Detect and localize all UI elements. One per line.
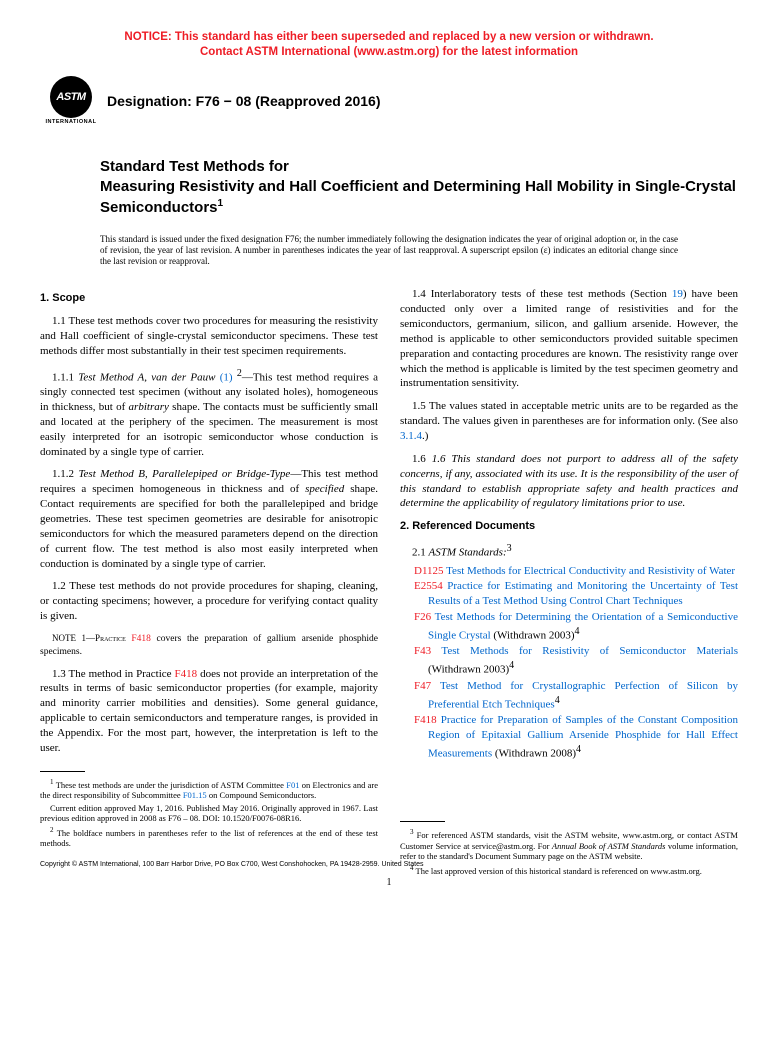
ref-e2554-title[interactable]: Practice for Estimating and Monitoring t… (428, 580, 738, 607)
footnote-rule-left (40, 771, 85, 772)
ref-item: F47 Test Method for Crystallographic Per… (414, 679, 738, 712)
ref-f418-title[interactable]: Practice for Preparation of Samples of t… (428, 714, 738, 759)
ref-d1125-title[interactable]: Test Methods for Electrical Conductivity… (446, 565, 735, 577)
ref-f418-p13[interactable]: F418 (175, 668, 198, 680)
footnotes-left: 1 These test methods are under the juris… (40, 775, 378, 849)
notice-line2: Contact ASTM International (www.astm.org… (200, 46, 578, 58)
notice-line1: NOTICE: This standard has either been su… (124, 31, 653, 43)
title-prefix: Standard Test Methods for (100, 157, 738, 177)
ref-item: F418 Practice for Preparation of Samples… (414, 713, 738, 761)
reference-list: D1125 Test Methods for Electrical Conduc… (414, 564, 738, 762)
left-column: 1. Scope 1.1 These test methods cover tw… (40, 287, 378, 878)
ref-e2554[interactable]: E2554 (414, 580, 443, 592)
ref-link-1[interactable]: (1) (220, 371, 237, 383)
ref-f418-note[interactable]: F418 (131, 634, 151, 644)
page-number: 1 (387, 877, 392, 888)
right-column: 1.4 Interlaboratory tests of these test … (400, 287, 738, 878)
astm-logo: ASTM INTERNATIONAL (45, 75, 97, 127)
scope-heading: 1. Scope (40, 291, 378, 306)
para-2-1: 2.1 ASTM Standards:3 (400, 542, 738, 561)
ref-f43-title[interactable]: Test Methods for Resistivity of Semicond… (441, 645, 738, 657)
para-1-5: 1.5 The values stated in acceptable metr… (400, 399, 738, 444)
header-row: ASTM INTERNATIONAL Designation: F76 − 08… (45, 75, 738, 127)
ref-f26-title[interactable]: Test Methods for Determining the Orienta… (428, 611, 738, 642)
footnotes-right: 3 For referenced ASTM standards, visit t… (400, 825, 738, 876)
notice-banner: NOTICE: This standard has either been su… (40, 30, 738, 60)
ref-item: D1125 Test Methods for Electrical Conduc… (414, 564, 738, 579)
para-1-1-1: 1.1.1 Test Method A, van der Pauw (1) 2—… (40, 367, 378, 460)
copyright-line: Copyright © ASTM International, 100 Barr… (40, 861, 424, 868)
note-1: NOTE 1—Practice F418 covers the preparat… (40, 632, 378, 659)
ref-f43[interactable]: F43 (414, 645, 431, 657)
fn-link-f01[interactable]: F01 (286, 779, 299, 789)
ref-item: F43 Test Methods for Resistivity of Semi… (414, 644, 738, 677)
ref-f47[interactable]: F47 (414, 680, 431, 692)
ref-f26[interactable]: F26 (414, 611, 431, 623)
footnote-2: 2 The boldface numbers in parentheses re… (40, 826, 378, 849)
logo-abbr: ASTM (56, 91, 85, 103)
para-1-4: 1.4 Interlaboratory tests of these test … (400, 287, 738, 391)
document-page: NOTICE: This standard has either been su… (0, 0, 778, 918)
fn-link-f0115[interactable]: F01.15 (183, 790, 207, 800)
logo-circle: ASTM (50, 76, 92, 118)
para-1-2: 1.2 These test methods do not provide pr… (40, 579, 378, 624)
footnote-1-edition: Current edition approved May 1, 2016. Pu… (40, 803, 378, 824)
section-19-link[interactable]: 19 (672, 288, 683, 300)
title-main: Measuring Resistivity and Hall Coefficie… (100, 177, 738, 219)
footnote-rule-right (400, 821, 445, 822)
title-footnote-sup: 1 (218, 198, 224, 209)
ref-item: F26 Test Methods for Determining the Ori… (414, 610, 738, 643)
title-block: Standard Test Methods for Measuring Resi… (100, 157, 738, 219)
ref-f418[interactable]: F418 (414, 714, 437, 726)
para-1-1: 1.1 These test methods cover two procedu… (40, 314, 378, 359)
ref-f47-title[interactable]: Test Method for Crystallographic Perfect… (428, 680, 738, 711)
footnote-3: 3 For referenced ASTM standards, visit t… (400, 828, 738, 862)
footnote-1: 1 These test methods are under the juris… (40, 778, 378, 801)
issue-note: This standard is issued under the fixed … (100, 234, 678, 268)
logo-subtext: INTERNATIONAL (45, 119, 96, 125)
para-1-3: 1.3 The method in Practice F418 does not… (40, 667, 378, 756)
ref-d1125[interactable]: D1125 (414, 565, 444, 577)
para-1-1-2: 1.1.2 Test Method B, Parallelepiped or B… (40, 467, 378, 571)
footnote-4: 4 The last approved version of this hist… (400, 864, 738, 876)
refdocs-heading: 2. Referenced Documents (400, 519, 738, 534)
section-314-link[interactable]: 3.1.4 (400, 430, 422, 442)
two-column-body: 1. Scope 1.1 These test methods cover tw… (40, 287, 738, 878)
para-1-6: 1.6 1.6 This standard does not purport t… (400, 452, 738, 511)
designation-text: Designation: F76 − 08 (Reapproved 2016) (107, 93, 380, 109)
ref-item: E2554 Practice for Estimating and Monito… (414, 579, 738, 609)
